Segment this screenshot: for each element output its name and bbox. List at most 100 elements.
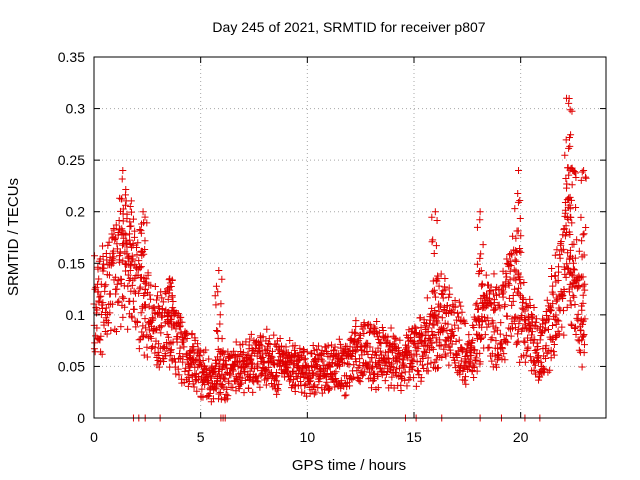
data-point	[568, 107, 576, 115]
data-point	[579, 291, 587, 299]
data-point	[438, 290, 446, 298]
data-point	[375, 335, 383, 343]
data-point	[147, 295, 155, 303]
data-point	[238, 379, 246, 387]
data-point	[570, 293, 578, 301]
data-point	[111, 236, 119, 244]
data-point	[282, 343, 290, 351]
data-point	[517, 248, 525, 256]
data-point	[502, 269, 510, 277]
data-point	[428, 331, 436, 339]
data-point	[430, 286, 438, 294]
data-point	[129, 215, 137, 223]
data-point	[429, 287, 437, 295]
data-point	[572, 203, 580, 211]
y-tick-label: 0.35	[58, 49, 85, 65]
data-point	[547, 307, 555, 315]
data-point	[123, 215, 131, 223]
data-point	[134, 239, 142, 247]
data-point	[104, 319, 112, 327]
data-point	[107, 327, 115, 335]
data-point	[99, 242, 107, 250]
data-point	[470, 363, 478, 371]
data-point	[563, 303, 571, 311]
data-point	[536, 336, 544, 344]
data-point	[474, 305, 482, 313]
data-point	[222, 360, 230, 368]
y-tick-label: 0.1	[66, 307, 86, 323]
data-point	[430, 321, 438, 329]
data-point	[432, 276, 440, 284]
data-point	[237, 369, 245, 377]
data-point	[442, 352, 450, 360]
data-point	[119, 166, 127, 174]
data-point	[417, 324, 425, 332]
data-point	[174, 365, 182, 373]
chart-title: Day 245 of 2021, SRMTID for receiver p80…	[212, 19, 485, 35]
data-point	[102, 249, 110, 257]
data-point	[414, 342, 422, 350]
data-point	[273, 372, 281, 380]
data-point	[298, 388, 306, 396]
data-point	[247, 330, 255, 338]
data-point	[318, 389, 326, 397]
data-point	[308, 372, 316, 380]
data-point	[441, 341, 449, 349]
data-point	[382, 370, 390, 378]
data-point	[275, 380, 283, 388]
data-point	[472, 301, 480, 309]
data-point	[531, 361, 539, 369]
data-point	[497, 319, 505, 327]
data-point	[494, 326, 502, 334]
data-point	[97, 332, 105, 340]
data-point	[494, 351, 502, 359]
data-point	[309, 341, 317, 349]
data-point	[114, 228, 122, 236]
data-point	[263, 375, 271, 383]
data-point	[184, 374, 192, 382]
data-point	[572, 174, 580, 182]
data-point	[165, 333, 173, 341]
data-point	[386, 339, 394, 347]
data-point	[508, 251, 516, 259]
data-point	[434, 364, 442, 372]
data-point	[443, 326, 451, 334]
data-point	[520, 337, 528, 345]
data-point	[288, 368, 296, 376]
data-point	[356, 378, 364, 386]
data-point	[96, 336, 104, 344]
data-point	[91, 252, 99, 260]
data-point	[550, 351, 558, 359]
data-point	[175, 323, 183, 331]
data-point	[113, 280, 121, 288]
data-point	[258, 342, 266, 350]
data-point	[554, 277, 562, 285]
data-point	[184, 382, 192, 390]
data-point	[433, 217, 441, 225]
data-point	[476, 360, 484, 368]
data-point	[478, 281, 486, 289]
data-point	[216, 311, 224, 319]
data-point	[340, 359, 348, 367]
data-point	[217, 395, 225, 403]
data-point	[435, 300, 443, 308]
data-point	[265, 363, 273, 371]
y-tick-label: 0.2	[66, 204, 86, 220]
data-point	[117, 323, 125, 331]
data-point	[118, 293, 126, 301]
data-point	[513, 314, 521, 322]
data-point	[141, 315, 149, 323]
data-point	[141, 286, 149, 294]
data-point	[475, 321, 483, 329]
data-point	[114, 298, 122, 306]
data-point	[239, 348, 247, 356]
data-point	[245, 341, 253, 349]
data-point	[336, 340, 344, 348]
data-point	[253, 377, 261, 385]
data-point	[113, 285, 121, 293]
data-point	[578, 273, 586, 281]
y-tick-label: 0	[77, 410, 85, 426]
data-point	[268, 380, 276, 388]
x-tick-labels: 0 5 10 15 20	[90, 429, 529, 445]
data-point	[531, 370, 539, 378]
